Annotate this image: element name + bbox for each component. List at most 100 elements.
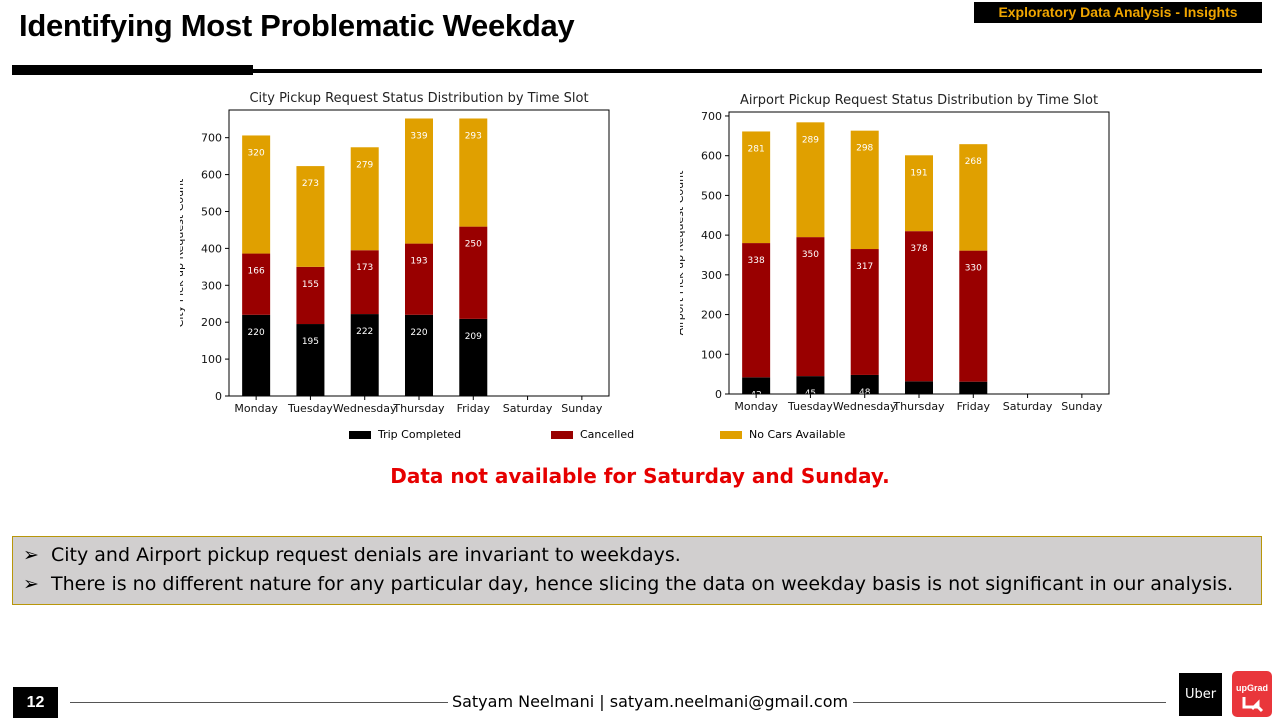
data-label: 31 bbox=[968, 395, 979, 405]
data-label: 220 bbox=[410, 328, 427, 338]
bar-segment bbox=[405, 243, 433, 315]
bar-segment bbox=[959, 250, 988, 382]
data-label: 298 bbox=[856, 144, 873, 154]
legend-trip-completed: Trip Completed bbox=[349, 428, 461, 441]
legend-swatch-no-cars bbox=[720, 431, 742, 439]
bar-segment bbox=[296, 166, 325, 267]
slide-title: Identifying Most Problematic Weekday bbox=[19, 8, 575, 43]
bar-segment bbox=[459, 226, 488, 319]
bar-segment bbox=[296, 324, 325, 396]
uber-logo: Uber bbox=[1179, 673, 1222, 716]
x-tick-label: Sunday bbox=[561, 402, 603, 415]
bar-segment bbox=[350, 250, 379, 315]
bar-segment bbox=[350, 147, 379, 251]
data-label: 330 bbox=[965, 264, 982, 274]
data-label: 209 bbox=[465, 332, 482, 342]
bar-segment bbox=[242, 253, 271, 315]
title-rule-thin bbox=[253, 69, 1262, 73]
y-tick-label: 400 bbox=[201, 242, 222, 255]
city-pickup-chart: City Pickup Request Status Distribution … bbox=[180, 86, 620, 421]
y-tick-label: 100 bbox=[201, 353, 222, 366]
upgrad-logo-icon: upGrad bbox=[1232, 671, 1272, 717]
bullet-arrow-icon: ➢ bbox=[23, 573, 39, 595]
bar-segment bbox=[959, 144, 988, 251]
plot-frame bbox=[228, 109, 610, 397]
data-label: 166 bbox=[248, 267, 265, 277]
footer-author: Satyam Neelmani | satyam.neelmani@gmail.… bbox=[451, 692, 849, 711]
insight-item: ➢ There is no different nature for any pa… bbox=[23, 573, 1233, 595]
y-axis-label: City Pick up Request Count bbox=[180, 178, 186, 327]
data-label: 293 bbox=[465, 131, 482, 141]
legend-swatch-cancelled bbox=[551, 431, 573, 439]
x-tick-label: Saturday bbox=[503, 402, 553, 415]
data-label: 48 bbox=[859, 388, 871, 398]
y-tick-label: 200 bbox=[701, 309, 722, 322]
legend-cancelled: Cancelled bbox=[551, 428, 634, 441]
page-number: 12 bbox=[13, 687, 58, 718]
data-label: 32 bbox=[913, 394, 924, 404]
y-tick-label: 400 bbox=[701, 229, 722, 242]
bar-segment bbox=[796, 122, 825, 238]
bar-segment bbox=[459, 118, 488, 227]
x-tick-label: Tuesday bbox=[787, 400, 833, 413]
data-label: 195 bbox=[302, 337, 319, 347]
data-label: 350 bbox=[802, 250, 819, 260]
insight-item: ➢ City and Airport pickup request denials… bbox=[23, 544, 681, 566]
data-label: 220 bbox=[248, 328, 265, 338]
data-label: 268 bbox=[965, 157, 982, 167]
legend-label-no-cars: No Cars Available bbox=[749, 428, 846, 441]
bar-segment bbox=[242, 135, 271, 254]
data-label: 281 bbox=[748, 144, 765, 154]
bullet-arrow-icon: ➢ bbox=[23, 544, 39, 566]
bar-segment bbox=[905, 155, 933, 232]
chart-title: City Pickup Request Status Distribution … bbox=[249, 91, 588, 106]
bar-segment bbox=[850, 130, 879, 250]
x-tick-label: Saturday bbox=[1003, 400, 1053, 413]
y-tick-label: 0 bbox=[215, 390, 222, 403]
bar-segment bbox=[296, 266, 325, 325]
bar-segment bbox=[850, 374, 879, 394]
bar-segment bbox=[905, 381, 933, 394]
insight-text: There is no different nature for any par… bbox=[51, 573, 1234, 595]
bar-segment bbox=[959, 381, 988, 394]
bar-segment bbox=[350, 314, 379, 396]
x-tick-label: Friday bbox=[457, 402, 491, 415]
x-tick-label: Thursday bbox=[392, 402, 445, 415]
data-label: 378 bbox=[910, 244, 927, 254]
x-tick-label: Tuesday bbox=[287, 402, 333, 415]
y-tick-label: 500 bbox=[701, 189, 722, 202]
data-label: 317 bbox=[856, 262, 873, 272]
insight-text: City and Airport pickup request denials … bbox=[51, 544, 681, 566]
x-tick-label: Wednesday bbox=[333, 402, 397, 415]
x-tick-label: Wednesday bbox=[833, 400, 897, 413]
bar-segment bbox=[742, 243, 771, 378]
section-tag: Exploratory Data Analysis - Insights bbox=[974, 2, 1262, 23]
data-label: 279 bbox=[356, 160, 373, 170]
plot-frame bbox=[728, 111, 1110, 395]
y-tick-label: 700 bbox=[701, 110, 722, 123]
y-tick-label: 600 bbox=[201, 169, 222, 182]
data-label: 320 bbox=[248, 148, 265, 158]
bar-segment bbox=[905, 231, 933, 382]
x-tick-label: Friday bbox=[957, 400, 991, 413]
data-label: 173 bbox=[356, 263, 373, 273]
legend-label-trip-completed: Trip Completed bbox=[378, 428, 462, 441]
data-label: 250 bbox=[465, 240, 482, 250]
data-label: 191 bbox=[910, 168, 927, 178]
insights-box: ➢ City and Airport pickup request denials… bbox=[12, 536, 1262, 605]
data-label: 289 bbox=[802, 135, 819, 145]
bar-segment bbox=[242, 314, 271, 396]
footer-line-left bbox=[70, 702, 448, 703]
data-label: 155 bbox=[302, 280, 319, 290]
y-tick-label: 200 bbox=[201, 316, 222, 329]
y-tick-label: 100 bbox=[701, 348, 722, 361]
bar-segment bbox=[850, 249, 879, 375]
y-tick-label: 700 bbox=[201, 132, 222, 145]
x-tick-label: Thursday bbox=[892, 400, 945, 413]
bar-segment bbox=[405, 314, 433, 396]
data-availability-note: Data not available for Saturday and Sund… bbox=[390, 464, 890, 488]
airport-pickup-chart: Airport Pickup Request Status Distributi… bbox=[680, 86, 1120, 421]
x-tick-label: Monday bbox=[234, 402, 278, 415]
svg-text:upGrad: upGrad bbox=[1236, 683, 1268, 693]
y-tick-label: 300 bbox=[201, 279, 222, 292]
